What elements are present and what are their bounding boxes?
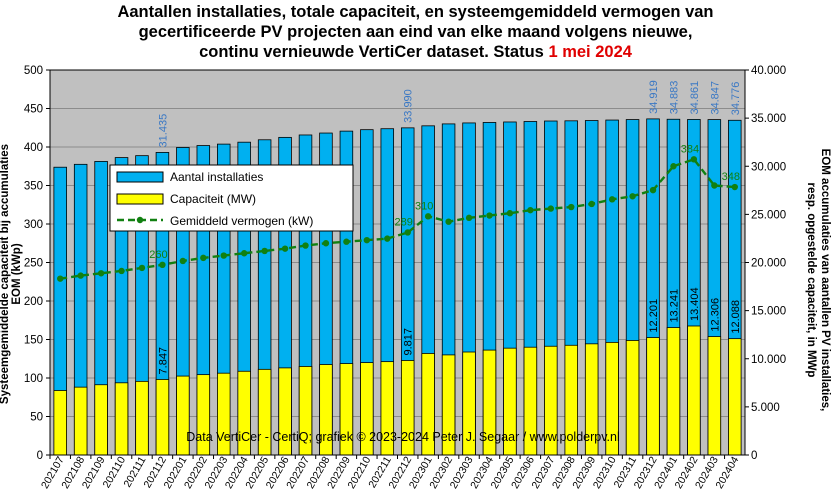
avg-power-point bbox=[711, 182, 717, 188]
y-axis-right-label-line-2: resp. opgestelde capaciteit, in MWp bbox=[804, 130, 818, 430]
capacity-bar bbox=[647, 338, 660, 455]
y-left-tick-label: 300 bbox=[24, 219, 43, 231]
avg-power-data-label: 348 bbox=[722, 171, 740, 183]
capacity-bar bbox=[626, 340, 639, 455]
capacity-bar bbox=[708, 337, 721, 455]
avg-power-data-label: 289 bbox=[395, 216, 413, 228]
capacity-bar bbox=[688, 326, 701, 455]
capacity-bar bbox=[74, 387, 87, 455]
avg-power-point bbox=[527, 207, 533, 213]
avg-power-point bbox=[732, 184, 738, 190]
capacity-bar bbox=[728, 339, 741, 455]
avg-power-point bbox=[629, 193, 635, 199]
avg-power-point bbox=[221, 252, 227, 258]
avg-power-point bbox=[118, 268, 124, 274]
y-left-tick-label: 200 bbox=[24, 296, 43, 308]
capacity-data-label: 13.404 bbox=[689, 287, 701, 321]
legend-label-capacity: Capaciteit (MW) bbox=[170, 192, 256, 206]
y-left-tick-label: 250 bbox=[24, 258, 43, 270]
capacity-bar bbox=[95, 385, 108, 455]
capacity-data-label: 12.201 bbox=[648, 299, 660, 333]
capacity-bar bbox=[54, 391, 67, 455]
installs-data-label: 34.776 bbox=[730, 82, 742, 116]
installs-data-label: 33.990 bbox=[403, 89, 415, 123]
y-left-tick-label: 50 bbox=[30, 412, 43, 424]
avg-power-point bbox=[57, 275, 63, 281]
avg-power-point bbox=[405, 229, 411, 235]
y-right-tick-label: 5.000 bbox=[751, 402, 780, 414]
avg-power-point bbox=[466, 215, 472, 221]
y-right-tick-label: 25.000 bbox=[751, 209, 786, 221]
y-left-tick-label: 0 bbox=[37, 450, 43, 462]
legend-label-avg: Gemiddeld vermogen (kW) bbox=[170, 214, 313, 228]
y-right-tick-label: 40.000 bbox=[751, 65, 786, 77]
installs-data-label: 31.435 bbox=[157, 114, 169, 148]
avg-power-point bbox=[159, 262, 165, 268]
capacity-bar bbox=[156, 379, 169, 455]
capacity-bar bbox=[115, 383, 128, 455]
installs-data-label: 34.919 bbox=[648, 80, 660, 114]
y-right-tick-label: 0 bbox=[751, 450, 757, 462]
legend-swatch-avg-point bbox=[137, 217, 143, 223]
avg-power-point bbox=[609, 196, 615, 202]
y-left-tick-label: 100 bbox=[24, 373, 43, 385]
y-axis-left-label: Systeemgemiddelde capaciteit bij accumul… bbox=[0, 134, 23, 414]
y-left-tick-label: 450 bbox=[24, 104, 43, 116]
y-left-tick-label: 150 bbox=[24, 335, 43, 347]
avg-power-point bbox=[568, 204, 574, 210]
y-right-tick-label: 15.000 bbox=[751, 306, 786, 318]
avg-power-point bbox=[200, 255, 206, 261]
avg-power-point bbox=[691, 156, 697, 162]
avg-power-data-label: 384 bbox=[681, 143, 699, 155]
capacity-data-label: 7.847 bbox=[157, 347, 169, 375]
legend-swatch-capacity bbox=[117, 194, 163, 204]
avg-power-point bbox=[445, 218, 451, 224]
avg-power-point bbox=[588, 201, 594, 207]
avg-power-point bbox=[302, 242, 308, 248]
y-right-tick-label: 30.000 bbox=[751, 161, 786, 173]
capacity-data-label: 9.817 bbox=[403, 328, 415, 356]
avg-power-point bbox=[241, 250, 247, 256]
avg-power-point bbox=[425, 213, 431, 219]
avg-power-point bbox=[261, 248, 267, 254]
installs-data-label: 34.847 bbox=[709, 81, 721, 115]
capacity-data-label: 12.088 bbox=[730, 300, 742, 334]
avg-power-point bbox=[139, 265, 145, 271]
y-right-tick-label: 20.000 bbox=[751, 258, 786, 270]
avg-power-point bbox=[323, 240, 329, 246]
legend-swatch-installs bbox=[117, 172, 163, 182]
y-right-tick-label: 35.000 bbox=[751, 113, 786, 125]
avg-power-point bbox=[343, 239, 349, 245]
y-left-tick-label: 350 bbox=[24, 181, 43, 193]
avg-power-point bbox=[98, 270, 104, 276]
avg-power-point bbox=[486, 212, 492, 218]
avg-power-point bbox=[364, 237, 370, 243]
installs-data-label: 34.861 bbox=[689, 81, 701, 115]
y-axis-right-label: EOM accumulaties van aantallen PV instal… bbox=[804, 130, 831, 430]
avg-power-point bbox=[77, 272, 83, 278]
avg-power-point bbox=[650, 187, 656, 193]
avg-power-point bbox=[507, 210, 513, 216]
chart-canvas: 0 50 100 150 200 250 300 350 400 450 500 0 5.000 10.0… bbox=[0, 0, 831, 504]
capacity-data-label: 12.306 bbox=[709, 298, 721, 332]
y-left-tick-label: 500 bbox=[24, 65, 43, 77]
avg-power-point bbox=[180, 258, 186, 264]
y-axis-right-label-line-1: EOM accumulaties van aantallen PV instal… bbox=[818, 130, 831, 430]
capacity-bar bbox=[667, 328, 680, 455]
avg-power-data-label: 310 bbox=[415, 200, 433, 212]
chart-credit: Data VertiCer - CertiQ; grafiek © 2023-2… bbox=[186, 430, 619, 444]
avg-power-point bbox=[282, 245, 288, 251]
installs-data-label: 34.883 bbox=[668, 81, 680, 115]
avg-power-data-label: 260 bbox=[149, 249, 167, 261]
avg-power-point bbox=[670, 163, 676, 169]
legend-label-installs: Aantal installaties bbox=[170, 170, 263, 184]
avg-power-point bbox=[384, 235, 390, 241]
y-left-tick-label: 400 bbox=[24, 142, 43, 154]
avg-power-point bbox=[548, 205, 554, 211]
capacity-data-label: 13.241 bbox=[668, 289, 680, 323]
y-right-tick-label: 10.000 bbox=[751, 354, 786, 366]
capacity-bar bbox=[136, 381, 149, 455]
